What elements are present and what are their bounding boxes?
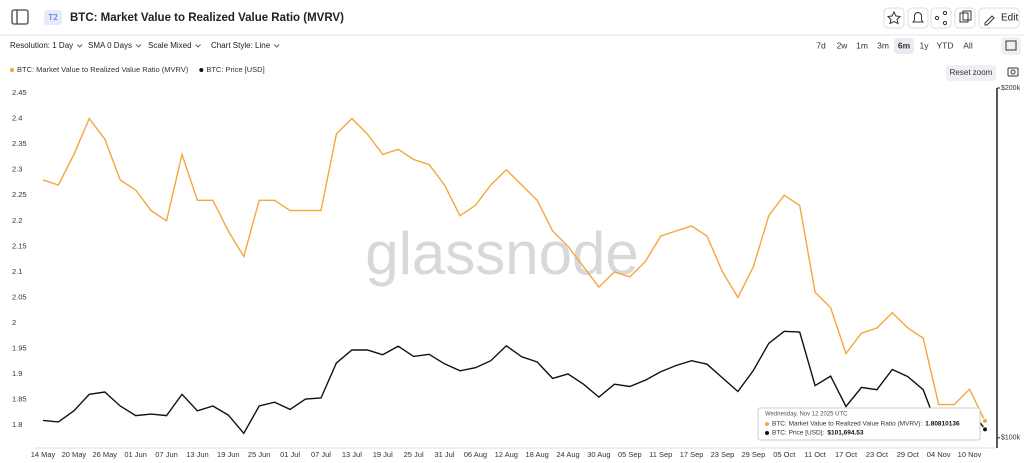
y-tick-label: 1.9 — [12, 369, 22, 378]
series-line — [42, 330, 986, 435]
hover-dot — [982, 417, 988, 424]
dropdown-label[interactable]: SMA 0 Days — [88, 41, 132, 50]
sidebar-toggle[interactable] — [11, 9, 29, 25]
y2-tick-label: $100k — [1001, 435, 1021, 442]
range-button[interactable]: 2w — [837, 40, 849, 50]
x-tick-label: 13 Jun — [186, 450, 209, 459]
legend-label: BTC: Market Value to Realized Value Rati… — [17, 65, 189, 74]
reset-zoom-label: Reset zoom — [950, 68, 993, 77]
x-tick-label: 01 Jun — [124, 450, 147, 459]
x-tick-label: 06 Aug — [464, 450, 487, 459]
x-tick-label: 11 Oct — [804, 450, 826, 459]
alert-button[interactable] — [907, 7, 929, 29]
range-active — [894, 38, 914, 54]
range-button[interactable]: 1m — [856, 40, 868, 50]
x-tick-label: 23 Oct — [866, 450, 889, 459]
y2-tick-label: $200k — [1001, 85, 1021, 92]
range-button[interactable]: YTD — [937, 40, 954, 50]
edit-label: Edit — [1001, 13, 1018, 24]
y-tick-label: 2.3 — [12, 165, 22, 174]
legend-label: BTC: Price [USD] — [206, 65, 264, 74]
edit-button[interactable] — [978, 7, 1020, 29]
x-tick-label: 10 Nov — [958, 450, 982, 459]
y-tick-label: 1.85 — [12, 394, 27, 403]
y-tick-label: 1.8 — [12, 420, 22, 429]
dropdown-caret — [195, 44, 201, 48]
screenshot-button[interactable] — [1007, 67, 1019, 77]
y-tick-label: 2.2 — [12, 216, 22, 225]
tooltip-box — [757, 407, 981, 441]
tooltip-date: Wednesday, Nov 12 2025 UTC — [765, 412, 848, 418]
x-tick-label: 05 Sep — [618, 450, 642, 459]
x-tick-label: 19 Jun — [217, 450, 240, 459]
x-tick-label: 24 Aug — [556, 450, 579, 459]
x-tick-label: 17 Sep — [680, 450, 704, 459]
page-title: BTC: Market Value to Realized Value Rati… — [70, 12, 344, 24]
x-tick-label: 29 Sep — [741, 450, 765, 459]
x-tick-label: 11 Sep — [649, 450, 672, 459]
x-tick-label: 26 May — [92, 450, 117, 459]
x-tick-label: 07 Jul — [311, 450, 331, 459]
y-tick-label: 2.05 — [12, 292, 27, 301]
range-button[interactable]: 7d — [816, 40, 826, 50]
star-button[interactable] — [883, 7, 905, 29]
dropdown-label[interactable]: Scale Mixed — [148, 41, 192, 50]
y-tick-label: 1.95 — [12, 343, 27, 352]
hover-dot — [982, 426, 988, 433]
x-tick-label: 29 Oct — [897, 450, 920, 459]
series-line — [42, 117, 986, 422]
x-tick-label: 30 Aug — [587, 450, 610, 459]
share-button[interactable] — [930, 7, 952, 29]
tooltip-label: BTC: Price [USD]: — [772, 430, 825, 437]
copy-button[interactable] — [954, 7, 976, 29]
x-tick-label: 05 Oct — [773, 450, 796, 459]
x-tick-label: 20 May — [62, 450, 87, 459]
x-tick-label: 25 Jul — [404, 450, 424, 459]
x-tick-label: 19 Jul — [373, 450, 393, 459]
x-tick-label: 12 Aug — [495, 450, 518, 459]
y-tick-label: 2.4 — [12, 114, 22, 123]
legend-swatch — [10, 68, 14, 72]
watermark: glassnode — [365, 220, 639, 287]
calendar-button[interactable] — [1001, 37, 1021, 55]
y-tick-label: 2.1 — [12, 267, 22, 276]
tooltip-label: BTC: Market Value to Realized Value Rati… — [772, 421, 922, 428]
dropdown-label[interactable]: Resolution: 1 Day — [10, 41, 73, 50]
x-tick-label: 01 Jul — [280, 450, 300, 459]
x-tick-label: 07 Jun — [155, 450, 178, 459]
x-tick-label: 17 Oct — [835, 450, 858, 459]
y-tick-label: 2.25 — [12, 190, 27, 199]
dropdown-caret — [135, 44, 142, 48]
dropdown-label[interactable]: Chart Style: Line — [211, 41, 271, 50]
reset-zoom-button[interactable] — [946, 65, 996, 81]
x-tick-label: 25 Jun — [248, 450, 271, 459]
y-tick-label: 2 — [12, 318, 16, 327]
y-tick-label: 2.45 — [12, 88, 27, 97]
tier-badge — [44, 10, 62, 25]
x-tick-label: 23 Sep — [711, 450, 735, 459]
tooltip-swatch — [765, 431, 769, 435]
range-button[interactable]: 1y — [920, 40, 930, 50]
tooltip-value: $101,694.53 — [827, 430, 864, 437]
x-tick-label: 31 Jul — [435, 450, 455, 459]
legend-swatch — [199, 68, 204, 72]
range-button[interactable]: 6m — [898, 40, 911, 50]
y-tick-label: 2.15 — [12, 241, 27, 250]
tooltip-swatch — [765, 422, 769, 426]
range-button[interactable]: All — [963, 40, 973, 50]
x-tick-label: 18 Aug — [525, 450, 548, 459]
tooltip-value: 1.80810136 — [925, 421, 960, 428]
tier-badge-text: T2 — [48, 13, 58, 22]
dropdown-caret — [76, 44, 83, 48]
x-tick-label: 13 Jul — [342, 450, 362, 459]
dropdown-caret — [273, 44, 280, 48]
x-tick-label: 04 Nov — [927, 450, 951, 459]
x-tick-label: 14 May — [31, 450, 56, 459]
range-button[interactable]: 3m — [877, 40, 889, 50]
y-tick-label: 2.35 — [12, 139, 27, 148]
